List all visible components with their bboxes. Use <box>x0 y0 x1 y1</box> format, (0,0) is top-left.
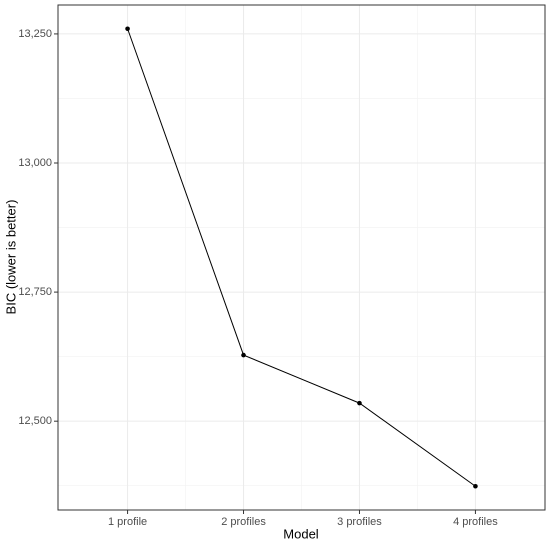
y-tick-label: 13,000 <box>18 157 52 169</box>
x-axis-title: Model <box>283 526 319 541</box>
data-point <box>357 400 362 406</box>
x-tick-label: 1 profile <box>108 516 147 528</box>
x-tick-label: 4 profiles <box>453 516 498 528</box>
y-tick-label: 12,500 <box>18 415 52 427</box>
x-tick-label: 2 profiles <box>221 516 266 528</box>
data-line <box>127 28 476 487</box>
data-point <box>473 483 478 489</box>
data-point <box>241 352 246 358</box>
y-tick-label: 12,750 <box>18 286 52 298</box>
panel-border <box>57 4 546 511</box>
data-point <box>125 26 130 32</box>
x-tick-label: 3 profiles <box>337 516 382 528</box>
y-axis-title: BIC (lower is better) <box>3 200 18 315</box>
y-tick-label: 13,250 <box>18 28 52 40</box>
